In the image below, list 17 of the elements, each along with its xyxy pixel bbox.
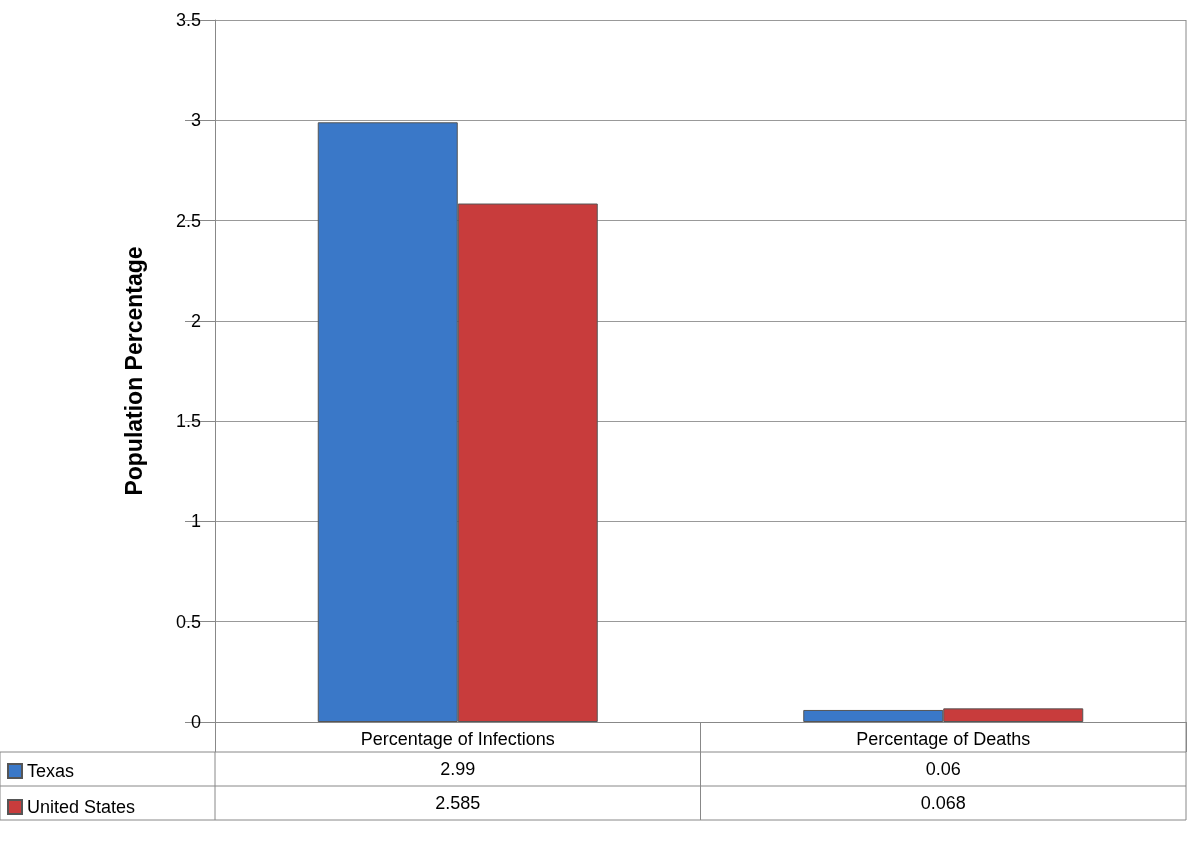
x-tick-label: Percentage of Deaths [856,729,1031,749]
legend-label: Texas [27,761,75,781]
y-tick-label: 3 [190,110,201,131]
y-axis-title: Population Percentage [120,246,147,496]
y-tick-label: 3.5 [175,10,201,30]
y-tick-label: 2.5 [175,210,201,231]
data-label: 2.99 [440,759,476,779]
y-tick-label: 1.5 [175,411,201,432]
x-tick-label: Percentage of Infections [360,729,555,749]
data-label: 0.068 [920,793,966,813]
legend-label: United States [27,797,136,817]
y-tick-label: 0 [190,712,201,732]
y-tick-label: 0.5 [175,611,201,632]
data-label: 0.06 [925,759,961,779]
y-tick-label: 2 [190,310,201,331]
y-tick-label: 1 [190,511,201,532]
data-label: 2.585 [435,793,481,813]
